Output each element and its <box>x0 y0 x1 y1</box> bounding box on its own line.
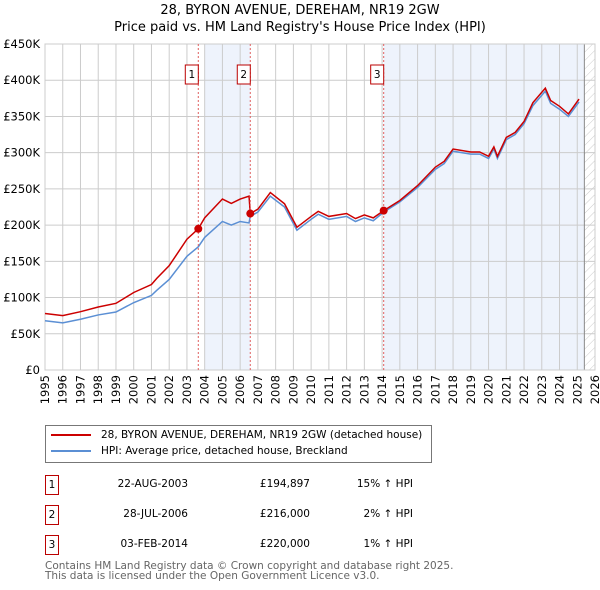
x-tick-label: 2014 <box>375 375 389 404</box>
sale-hpi-diff: 15% ↑ HPI <box>356 478 413 490</box>
property-line <box>44 86 580 317</box>
sale-point <box>246 209 255 218</box>
x-tick-label: 2015 <box>393 375 407 404</box>
x-tick-label: 2026 <box>588 375 600 404</box>
legend-label-property: 28, BYRON AVENUE, DEREHAM, NR19 2GW (det… <box>101 429 423 441</box>
chart-subtitle: Price paid vs. HM Land Registry's House … <box>114 20 486 35</box>
shaded-range <box>383 44 585 370</box>
sale-point <box>194 224 203 233</box>
x-tick-label: 2013 <box>357 375 371 404</box>
y-tick-label: £150K <box>3 254 40 268</box>
y-tick-label: £450K <box>3 37 40 51</box>
x-tick-label: 2005 <box>215 375 229 404</box>
y-tick-label: £100K <box>3 291 40 305</box>
x-tick-label: 1997 <box>73 375 87 404</box>
sale-marker-box <box>236 64 251 85</box>
sale-marker-number: 1 <box>188 69 195 81</box>
sale-number: 2 <box>45 505 59 525</box>
sale-marker-box <box>370 64 385 85</box>
x-tick-label: 2003 <box>180 375 194 404</box>
x-tick-label: 2017 <box>428 375 442 404</box>
y-tick-label: £250K <box>3 182 40 196</box>
forecast-hatch <box>584 44 595 370</box>
x-tick-label: 1998 <box>91 375 105 404</box>
y-tick-label: £300K <box>3 146 40 160</box>
sale-point <box>379 206 388 215</box>
sale-price: £194,897 <box>259 478 310 490</box>
y-tick-label: £50K <box>11 327 41 341</box>
hpi-line <box>44 89 580 324</box>
footer-copyright: Contains HM Land Registry data © Crown c… <box>45 560 454 572</box>
sale-number: 3 <box>45 535 59 555</box>
shaded-range <box>204 44 251 370</box>
sale-row: 2 28-JUL-2006 £216,000 2% ↑ HPI <box>45 505 445 525</box>
x-tick-label: 1996 <box>56 375 70 404</box>
x-tick-label: 2000 <box>127 375 141 404</box>
x-tick-label: 2022 <box>517 375 531 404</box>
x-tick-label: 2002 <box>162 375 176 404</box>
sale-hpi-diff: 2% ↑ HPI <box>363 508 413 520</box>
sale-hpi-diff: 1% ↑ HPI <box>363 538 413 550</box>
sale-number: 1 <box>45 475 59 495</box>
x-tick-label: 2008 <box>269 375 283 404</box>
sale-row: 1 22-AUG-2003 £194,897 15% ↑ HPI <box>45 475 445 495</box>
x-tick-label: 2021 <box>499 375 513 404</box>
sale-date: 22-AUG-2003 <box>117 478 188 490</box>
x-tick-label: 2007 <box>251 375 265 404</box>
sale-date: 03-FEB-2014 <box>120 538 188 550</box>
x-tick-label: 2018 <box>446 375 460 404</box>
x-tick-label: 2004 <box>198 375 212 404</box>
chart-title: 28, BYRON AVENUE, DEREHAM, NR19 2GW <box>160 3 440 18</box>
x-tick-label: 2011 <box>322 375 336 404</box>
legend-swatch-property <box>51 434 91 436</box>
y-tick-label: £350K <box>3 109 40 123</box>
x-tick-label: 2024 <box>553 375 567 404</box>
sale-marker-number: 3 <box>374 69 381 81</box>
y-tick-label: £400K <box>3 73 40 87</box>
sale-price: £216,000 <box>259 508 310 520</box>
x-tick-label: 1999 <box>109 375 123 404</box>
plot-border <box>44 43 596 371</box>
footer-licence: This data is licensed under the Open Gov… <box>45 570 380 582</box>
x-tick-label: 2023 <box>535 375 549 404</box>
x-tick-label: 2001 <box>144 375 158 404</box>
price-chart: £0 £50K £100K £150K £200K £250K £300K £350K £400… <box>3 37 600 404</box>
x-tick-label: 2009 <box>286 375 300 404</box>
x-tick-label: 2019 <box>464 375 478 404</box>
legend-label-hpi: HPI: Average price, detached house, Brec… <box>101 445 348 457</box>
x-tick-label: 2012 <box>340 375 354 404</box>
y-tick-label: £0 <box>25 363 40 377</box>
sale-marker-box <box>184 64 199 85</box>
x-tick-label: 2006 <box>233 375 247 404</box>
x-tick-label: 2010 <box>304 375 318 404</box>
x-tick-label: 2025 <box>570 375 584 404</box>
y-tick-label: £200K <box>3 218 40 232</box>
sale-price: £220,000 <box>259 538 310 550</box>
sale-marker-number: 2 <box>240 69 247 81</box>
footer: Contains HM Land Registry data © Crown c… <box>45 560 454 582</box>
sale-row: 3 03-FEB-2014 £220,000 1% ↑ HPI <box>45 535 445 555</box>
legend: 28, BYRON AVENUE, DEREHAM, NR19 2GW (det… <box>45 425 432 463</box>
legend-swatch-hpi <box>51 450 91 452</box>
x-tick-label: 2020 <box>482 375 496 404</box>
sale-date: 28-JUL-2006 <box>123 508 188 520</box>
x-tick-label: 1995 <box>38 375 52 404</box>
x-tick-label: 2016 <box>411 375 425 404</box>
